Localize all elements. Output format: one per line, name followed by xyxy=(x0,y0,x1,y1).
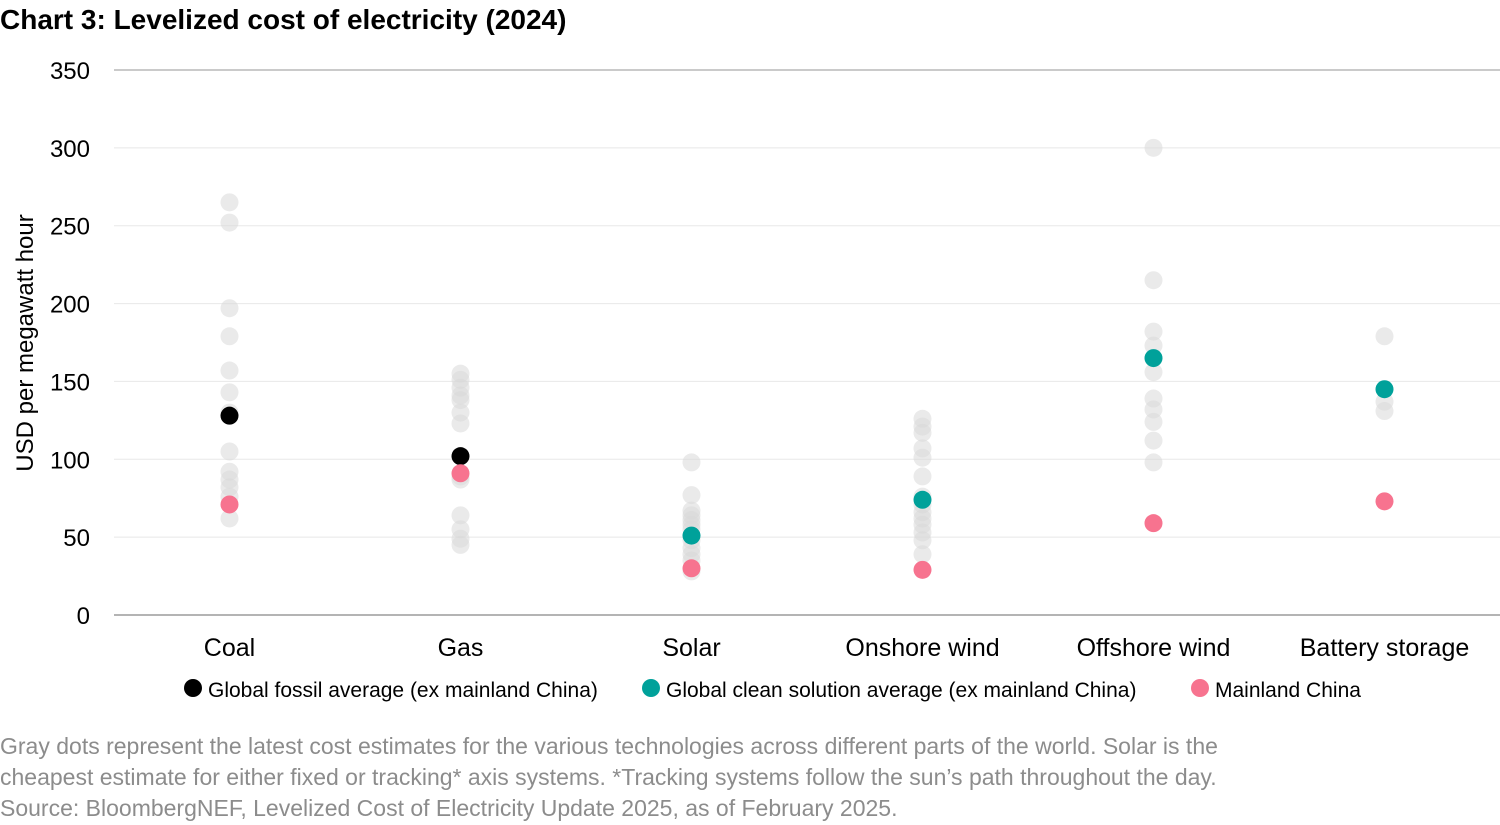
x-tick-label: Offshore wind xyxy=(1077,634,1231,662)
x-tick-label: Battery storage xyxy=(1300,634,1470,662)
series-dot-1 xyxy=(913,490,932,509)
gray-estimate-dot xyxy=(1144,363,1163,382)
legend-marker xyxy=(1191,679,1209,697)
series-dot-2 xyxy=(220,495,239,514)
series-dot-1 xyxy=(682,526,701,545)
x-tick-label: Solar xyxy=(662,634,720,662)
gray-estimate-dot xyxy=(1375,327,1394,346)
gray-estimate-dot xyxy=(1144,271,1163,290)
chart: 0 50 100 150 200 250 300 350 USD per megawatt ho… xyxy=(12,58,1500,702)
gray-estimate-dot xyxy=(913,545,932,564)
footnote-line-1: Gray dots represent the latest cost esti… xyxy=(0,733,1218,759)
series-dot-2 xyxy=(1375,492,1394,511)
series-dot-2 xyxy=(1144,514,1163,533)
gray-estimate-dot xyxy=(1375,402,1394,421)
y-tick-label: 100 xyxy=(50,447,90,474)
footnote-line-2: cheapest estimate for either fixed or tr… xyxy=(0,764,1217,790)
gray-estimate-dot xyxy=(682,453,701,472)
series-dot-1 xyxy=(1375,380,1394,399)
y-tick-label: 350 xyxy=(50,58,90,85)
gray-estimate-dot xyxy=(913,531,932,550)
gray-estimate-dot xyxy=(913,423,932,442)
gray-estimate-dot xyxy=(1144,412,1163,431)
series-dot-2 xyxy=(682,559,701,578)
y-tick-label: 150 xyxy=(50,369,90,396)
series-dot-2 xyxy=(913,560,932,579)
gray-estimate-dot xyxy=(913,448,932,467)
y-axis-label: USD per megawatt hour xyxy=(12,214,39,471)
y-tick-label: 200 xyxy=(50,292,90,319)
series-dot-0 xyxy=(451,447,470,466)
gray-estimate-dot xyxy=(220,193,239,212)
y-tick-label: 0 xyxy=(77,603,90,630)
gray-estimate-dot xyxy=(220,361,239,380)
y-tick-label: 50 xyxy=(63,525,90,552)
gray-estimate-dot xyxy=(451,414,470,433)
gray-estimate-dot xyxy=(451,391,470,410)
gray-estimate-dot xyxy=(220,213,239,232)
gray-estimate-dot xyxy=(1144,431,1163,450)
legend-marker xyxy=(642,679,660,697)
gray-estimate-dot xyxy=(1144,453,1163,472)
gray-estimate-dot xyxy=(913,467,932,486)
legend-marker xyxy=(184,679,202,697)
series-dot-2 xyxy=(451,464,470,483)
gray-estimate-dot xyxy=(682,486,701,505)
legend-label: Global clean solution average (ex mainla… xyxy=(666,679,1136,702)
x-tick-label: Onshore wind xyxy=(845,634,999,662)
gray-estimate-dot xyxy=(451,506,470,525)
y-tick-label: 250 xyxy=(50,214,90,241)
footnote-source: Source: BloombergNEF, Levelized Cost of … xyxy=(0,795,898,821)
gray-estimate-dot xyxy=(1144,400,1163,419)
series-dot-0 xyxy=(220,406,239,425)
gray-estimate-dot xyxy=(1144,322,1163,341)
gray-estimate-dot xyxy=(451,535,470,554)
gray-estimate-dot xyxy=(1144,138,1163,157)
legend-label: Global fossil average (ex mainland China… xyxy=(208,679,598,702)
gray-estimate-dot xyxy=(220,442,239,461)
y-tick-label: 300 xyxy=(50,136,90,163)
series-dot-1 xyxy=(1144,349,1163,368)
gray-estimate-dot xyxy=(220,509,239,528)
gray-estimate-dot xyxy=(220,383,239,402)
gray-estimate-dot xyxy=(220,327,239,346)
x-tick-label: Coal xyxy=(204,634,255,662)
gray-estimate-dot xyxy=(220,299,239,318)
x-tick-label: Gas xyxy=(438,634,484,662)
gray-estimate-dot xyxy=(1144,336,1163,355)
legend-label: Mainland China xyxy=(1215,679,1361,702)
chart-title: Chart 3: Levelized cost of electricity (… xyxy=(0,4,567,35)
